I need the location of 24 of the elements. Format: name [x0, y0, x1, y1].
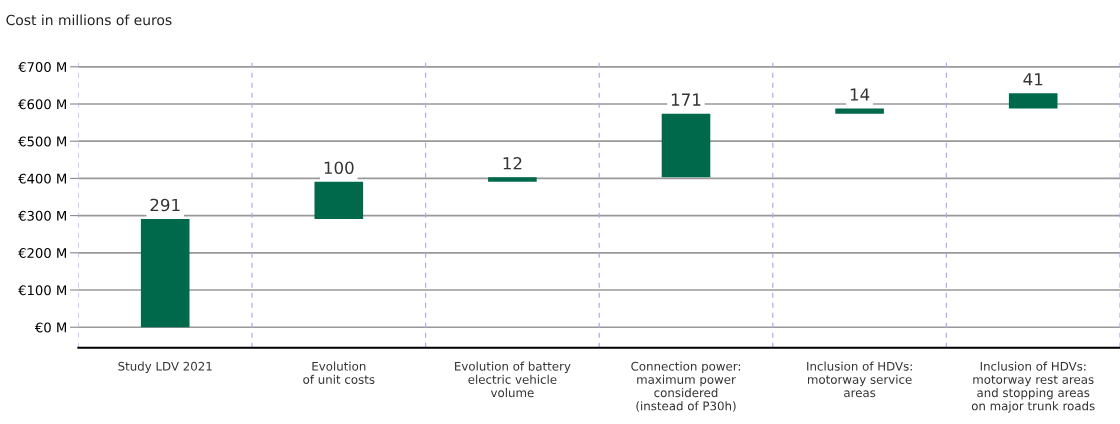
- y-tick-label: €400 M: [18, 173, 66, 184]
- data-label: 41: [1023, 73, 1043, 86]
- data-label: 171: [671, 93, 701, 106]
- x-tick-label: Study LDV 2021: [118, 361, 212, 373]
- y-tick-label: €600 M: [18, 99, 66, 110]
- y-tick-label: €0 M: [34, 322, 66, 333]
- y-tick-label: €100 M: [18, 285, 66, 296]
- y-tick-label: €500 M: [18, 136, 66, 147]
- y-tick-label: €300 M: [18, 210, 66, 221]
- data-label: 14: [850, 88, 870, 101]
- bar: [661, 113, 711, 178]
- data-label: 100: [324, 161, 354, 175]
- x-tick-label: Inclusion of HDVs: motorway service areas: [807, 361, 912, 398]
- x-tick-label: Evolution of unit costs: [303, 361, 375, 384]
- bar: [835, 108, 884, 114]
- x-tick-label: Inclusion of HDVs: motorway rest areas and stopping areas on major trunk roads: [971, 361, 1095, 413]
- y-tick-label: €700 M: [18, 62, 66, 72]
- y-axis-title: Cost in millions of euros: [6, 14, 172, 26]
- bar: [488, 177, 537, 182]
- data-label: 12: [503, 156, 522, 170]
- x-tick-label: Connection power: maximum power considered (instead of P30h): [631, 361, 741, 412]
- x-tick-label: Evolution of battery electric vehicle volume: [455, 361, 571, 398]
- y-tick-label: €200 M: [18, 248, 66, 259]
- data-label: 291: [150, 198, 180, 212]
